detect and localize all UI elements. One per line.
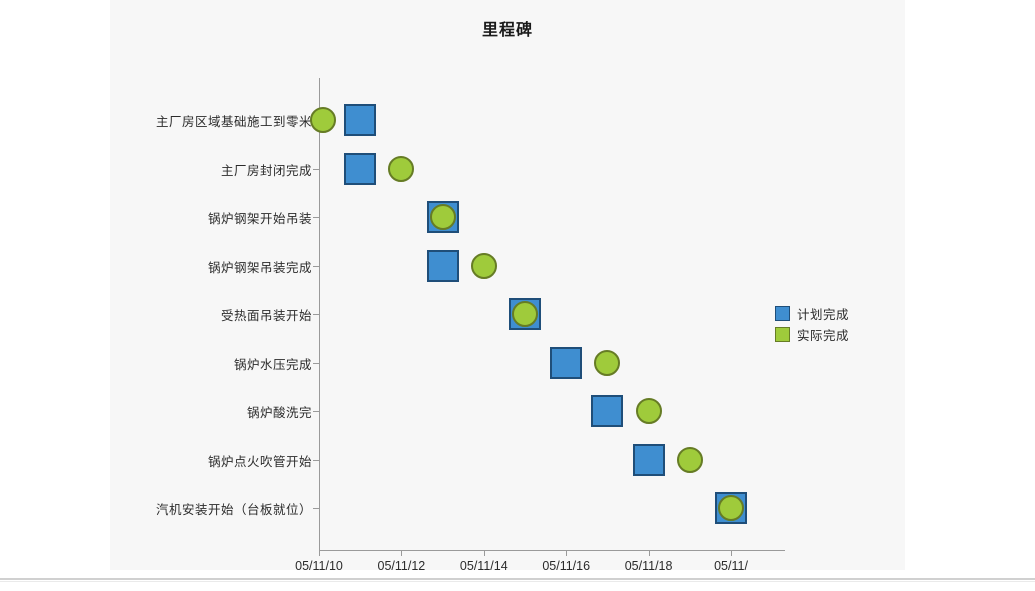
- x-axis-tick: [483, 550, 485, 556]
- y-axis-tick: [313, 411, 319, 412]
- marker-planned[interactable]: [550, 346, 583, 379]
- x-axis-tick: [648, 550, 650, 556]
- marker-actual[interactable]: [676, 446, 703, 473]
- x-axis-tick: [319, 550, 320, 556]
- x-axis-tick: [731, 550, 732, 556]
- marker-actual[interactable]: [388, 155, 415, 182]
- marker-actual[interactable]: [512, 301, 538, 327]
- y-axis-tick: [313, 314, 319, 315]
- legend-item-actual[interactable]: 实际完成: [775, 324, 849, 345]
- marker-planned[interactable]: [344, 104, 377, 136]
- x-axis-tick: [566, 550, 568, 556]
- x-axis-tick-label: 05/11/18: [624, 559, 673, 573]
- page-divider: [0, 578, 1035, 580]
- y-axis-category-label: 锅炉钢架吊装完成: [207, 260, 312, 275]
- x-axis-tick-label: 05/11/12: [377, 559, 426, 573]
- chart-title: 里程碑: [481, 22, 533, 39]
- y-axis-category-label: 锅炉水压完成: [233, 357, 312, 372]
- x-axis-tick: [401, 550, 403, 556]
- y-axis-category-label: 受热面吊装开始: [220, 309, 312, 323]
- legend-label-actual: 实际完成: [797, 329, 850, 343]
- y-axis-tick: [313, 265, 319, 267]
- marker-planned[interactable]: [426, 249, 459, 282]
- y-axis-tick: [313, 362, 319, 364]
- x-axis-tick-label: 05/11/: [714, 559, 748, 573]
- marker-planned[interactable]: [632, 443, 665, 476]
- y-axis-category-label: 主厂房封闭完成: [220, 163, 312, 178]
- marker-actual[interactable]: [718, 495, 744, 521]
- y-axis-category-label: 主厂房区域基础施工到零米: [155, 115, 312, 129]
- y-axis-tick: [313, 459, 319, 461]
- legend-item-planned[interactable]: 计划完成: [775, 303, 849, 324]
- y-axis-tick: [313, 168, 319, 170]
- y-axis-category-label: 锅炉酸洗完: [246, 406, 312, 420]
- legend-swatch-planned-icon: [775, 306, 790, 321]
- marker-actual[interactable]: [635, 398, 662, 424]
- x-axis-tick-label: 05/11/16: [542, 559, 591, 573]
- marker-actual[interactable]: [470, 252, 497, 279]
- chart-panel: 里程碑: [110, 0, 905, 570]
- x-axis-tick-label: 05/11/10: [295, 559, 343, 573]
- y-axis-tick: [313, 508, 319, 509]
- legend-swatch-actual-icon: [775, 327, 790, 342]
- marker-planned[interactable]: [591, 395, 624, 427]
- marker-planned[interactable]: [344, 152, 377, 185]
- y-axis-category-label: 锅炉钢架开始吊装: [207, 212, 312, 226]
- y-axis-category-label: 汽机安装开始（台板就位）: [155, 503, 312, 517]
- y-axis-category-label: 锅炉点火吹管开始: [207, 454, 312, 469]
- page-divider-secondary: [0, 581, 1035, 582]
- legend-label-planned: 计划完成: [797, 308, 850, 322]
- marker-actual[interactable]: [594, 349, 621, 376]
- y-axis-line: [319, 78, 320, 550]
- marker-actual[interactable]: [429, 204, 456, 230]
- x-axis-line: [319, 550, 785, 551]
- y-axis-tick: [313, 217, 319, 218]
- x-axis-tick-label: 05/11/14: [459, 559, 508, 573]
- marker-actual[interactable]: [310, 107, 337, 133]
- chart-legend: 计划完成 实际完成: [775, 303, 849, 345]
